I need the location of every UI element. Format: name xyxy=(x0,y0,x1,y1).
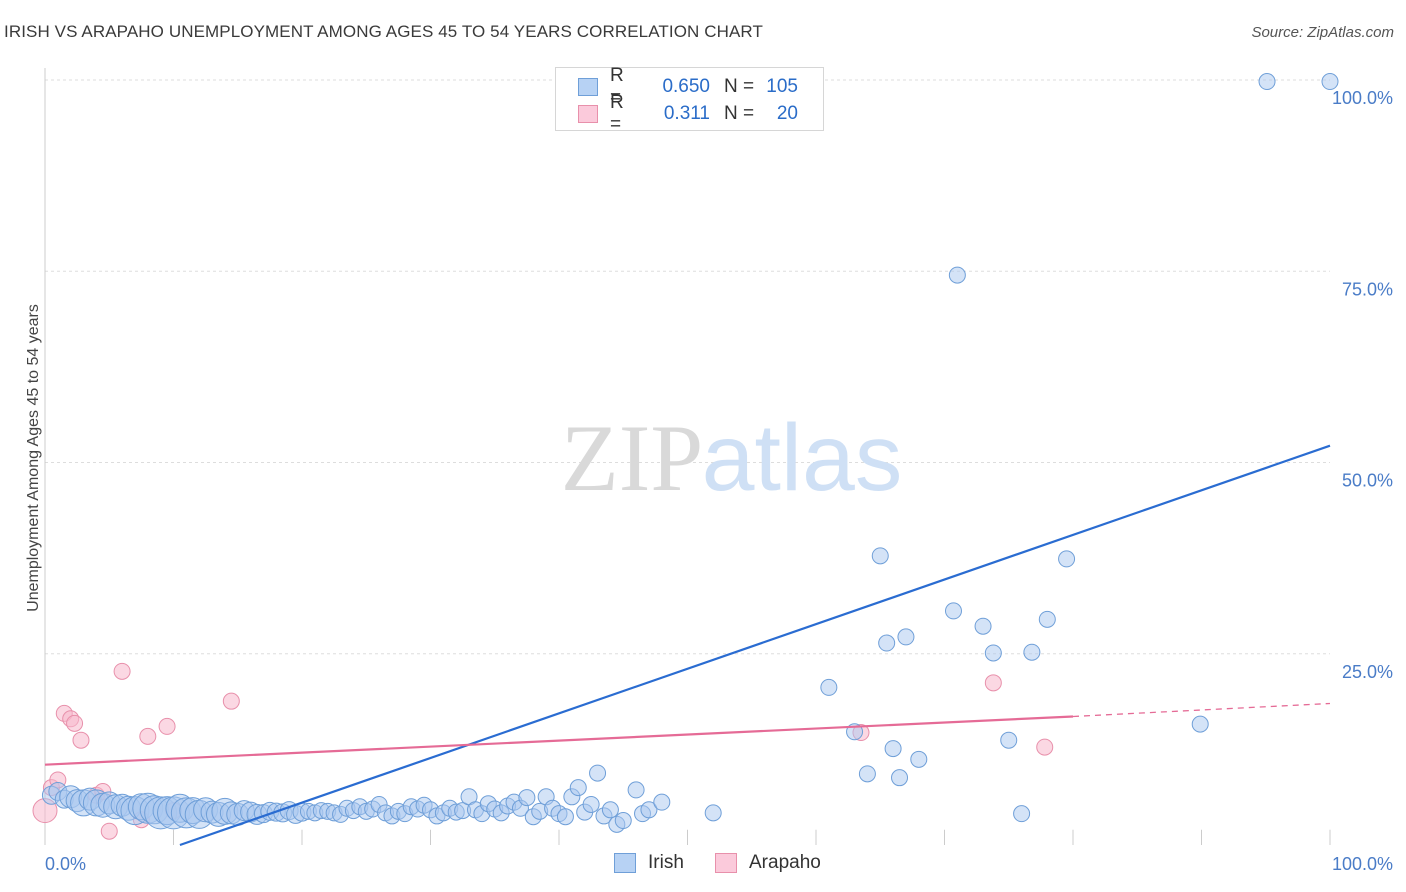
irish-point xyxy=(984,644,1002,662)
arapaho-point xyxy=(100,822,118,840)
y-tick-label: 50.0% xyxy=(1342,471,1393,491)
irish-point xyxy=(582,795,600,813)
irish-point xyxy=(891,769,909,787)
irish-point xyxy=(1058,550,1076,568)
irish-point xyxy=(944,602,962,620)
irish-point xyxy=(1038,610,1056,628)
watermark-atlas: atlas xyxy=(702,405,903,511)
correlation-legend: R = 0.650 N = 105 R = 0.311 N = 20 xyxy=(555,65,824,135)
irish-point xyxy=(910,750,928,768)
irish-point xyxy=(653,793,671,811)
series-legend-irish[interactable]: Irish xyxy=(614,852,684,874)
legend-r-label: R = xyxy=(610,92,624,135)
y-tick-label: 100.0% xyxy=(1332,88,1393,108)
irish-point xyxy=(614,812,632,830)
irish-point xyxy=(884,740,902,758)
legend-row-arapaho: R = 0.311 N = 20 xyxy=(578,92,798,135)
irish-swatch xyxy=(578,78,598,96)
irish-legend-label: Irish xyxy=(648,852,684,873)
arapaho-legend-swatch xyxy=(715,853,737,873)
arapaho-point xyxy=(984,674,1002,692)
legend-irish-r: 0.650 xyxy=(662,76,710,97)
irish-point xyxy=(627,781,645,799)
x-tick-label: 100.0% xyxy=(1332,854,1393,874)
y-tick-label: 75.0% xyxy=(1342,279,1393,299)
legend-n-label: N = xyxy=(724,76,755,97)
irish-point xyxy=(1000,731,1018,749)
legend-arapaho-r: 0.311 xyxy=(663,103,710,124)
legend-r-label: R = xyxy=(610,65,624,108)
legend-n-label: N = xyxy=(724,103,755,124)
irish-point xyxy=(1023,643,1041,661)
arapaho-point xyxy=(158,717,176,735)
arapaho-trend-line xyxy=(44,715,1074,766)
arapaho-point xyxy=(113,662,131,680)
irish-point xyxy=(1013,805,1031,823)
source-label: Source: ZipAtlas.com xyxy=(1251,24,1394,41)
irish-legend-swatch xyxy=(614,853,636,873)
arapaho-legend-label: Arapaho xyxy=(749,852,821,873)
irish-point xyxy=(897,628,915,646)
irish-point xyxy=(589,764,607,782)
watermark-zip: ZIP xyxy=(561,405,704,511)
arapaho-point xyxy=(1036,738,1054,756)
arapaho-point xyxy=(139,727,157,745)
x-tick-label: 0.0% xyxy=(45,854,86,874)
y-tick-label: 25.0% xyxy=(1342,662,1393,682)
arapaho-swatch xyxy=(578,105,598,123)
arapaho-point xyxy=(222,692,240,710)
irish-points xyxy=(41,73,1339,833)
irish-point xyxy=(871,547,889,565)
arapaho-trend-extension xyxy=(1072,702,1331,718)
irish-point xyxy=(974,617,992,635)
irish-point xyxy=(640,801,658,819)
trend-lines xyxy=(44,444,1331,847)
irish-point xyxy=(556,808,574,826)
tick-labels: 25.0% 50.0% 75.0% 100.0% 0.0% 100.0% xyxy=(45,88,1393,874)
irish-point xyxy=(704,804,722,822)
irish-point xyxy=(1191,715,1209,733)
legend-row-irish: R = 0.650 N = 105 xyxy=(578,65,798,108)
series-legend: Irish Arapaho xyxy=(0,852,1406,876)
irish-point xyxy=(569,779,587,797)
arapaho-point xyxy=(66,714,84,732)
y-axis-title: Unemployment Among Ages 45 to 54 years xyxy=(25,304,42,612)
irish-point xyxy=(601,801,619,819)
irish-point xyxy=(1321,73,1339,91)
watermark: ZIP atlas xyxy=(561,405,903,511)
legend-irish-n: 105 xyxy=(766,76,798,97)
irish-point xyxy=(858,765,876,783)
chart-title: IRISH VS ARAPAHO UNEMPLOYMENT AMONG AGES… xyxy=(4,22,763,41)
irish-point xyxy=(948,266,966,284)
irish-point xyxy=(820,678,838,696)
legend-arapaho-n: 20 xyxy=(776,103,798,124)
arapaho-point xyxy=(72,731,90,749)
series-legend-arapaho[interactable]: Arapaho xyxy=(715,852,821,874)
irish-point xyxy=(518,789,536,807)
irish-point xyxy=(878,634,896,652)
irish-point xyxy=(1258,73,1276,91)
irish-trend-line xyxy=(179,444,1331,847)
